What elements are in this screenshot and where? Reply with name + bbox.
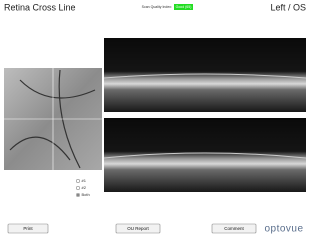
print-button[interactable]: Print [7, 223, 49, 234]
button-label: OU Report [127, 226, 149, 231]
radio-label: #1 [82, 178, 87, 183]
oct-scan-1 [103, 38, 307, 112]
button-label: Comment [224, 226, 244, 231]
eye-label: Left / OS [270, 2, 306, 12]
fundus-image [4, 68, 102, 170]
quality-badge [174, 4, 193, 10]
logo: optovue [264, 224, 303, 235]
screen: Retina Cross Line Scan Quality Index: Go… [4, 2, 307, 235]
quality-label: Scan Quality Index: [142, 5, 172, 9]
radio-dot [77, 194, 79, 196]
radio-label: #2 [82, 185, 87, 190]
title: Retina Cross Line [4, 2, 76, 12]
radio[interactable] [75, 178, 81, 184]
button-label: Print [23, 226, 33, 231]
ou-report-button[interactable]: OU Report [115, 223, 161, 234]
radio-label: Both [82, 192, 90, 197]
comment-button[interactable]: Comment [211, 223, 257, 234]
oct-scan-2 [103, 118, 307, 192]
radio[interactable] [75, 185, 81, 191]
quality-value: Good (65) [176, 5, 192, 9]
view-options: #1 #2 Both [75, 178, 90, 197]
